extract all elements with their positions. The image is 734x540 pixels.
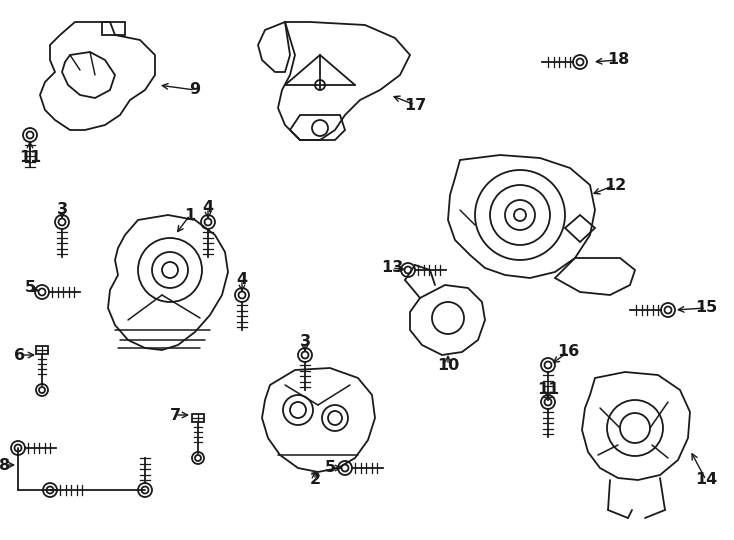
Text: 15: 15 — [695, 300, 717, 315]
Text: 9: 9 — [189, 83, 200, 98]
Text: 13: 13 — [381, 260, 403, 275]
Text: 11: 11 — [19, 151, 41, 165]
Text: 16: 16 — [557, 345, 579, 360]
Text: 6: 6 — [15, 348, 26, 362]
Text: 1: 1 — [184, 207, 195, 222]
Text: 3: 3 — [57, 202, 68, 218]
Text: 11: 11 — [537, 382, 559, 397]
Text: 18: 18 — [607, 52, 629, 68]
Text: 8: 8 — [0, 457, 10, 472]
Text: 12: 12 — [604, 178, 626, 192]
Text: 4: 4 — [203, 200, 214, 215]
Text: 5: 5 — [324, 461, 335, 476]
Text: 5: 5 — [24, 280, 35, 295]
Text: 10: 10 — [437, 357, 459, 373]
Text: 17: 17 — [404, 98, 426, 112]
Text: 2: 2 — [310, 472, 321, 488]
Text: 4: 4 — [236, 273, 247, 287]
Text: 7: 7 — [170, 408, 181, 422]
Text: 3: 3 — [299, 334, 310, 349]
Text: 14: 14 — [695, 472, 717, 488]
